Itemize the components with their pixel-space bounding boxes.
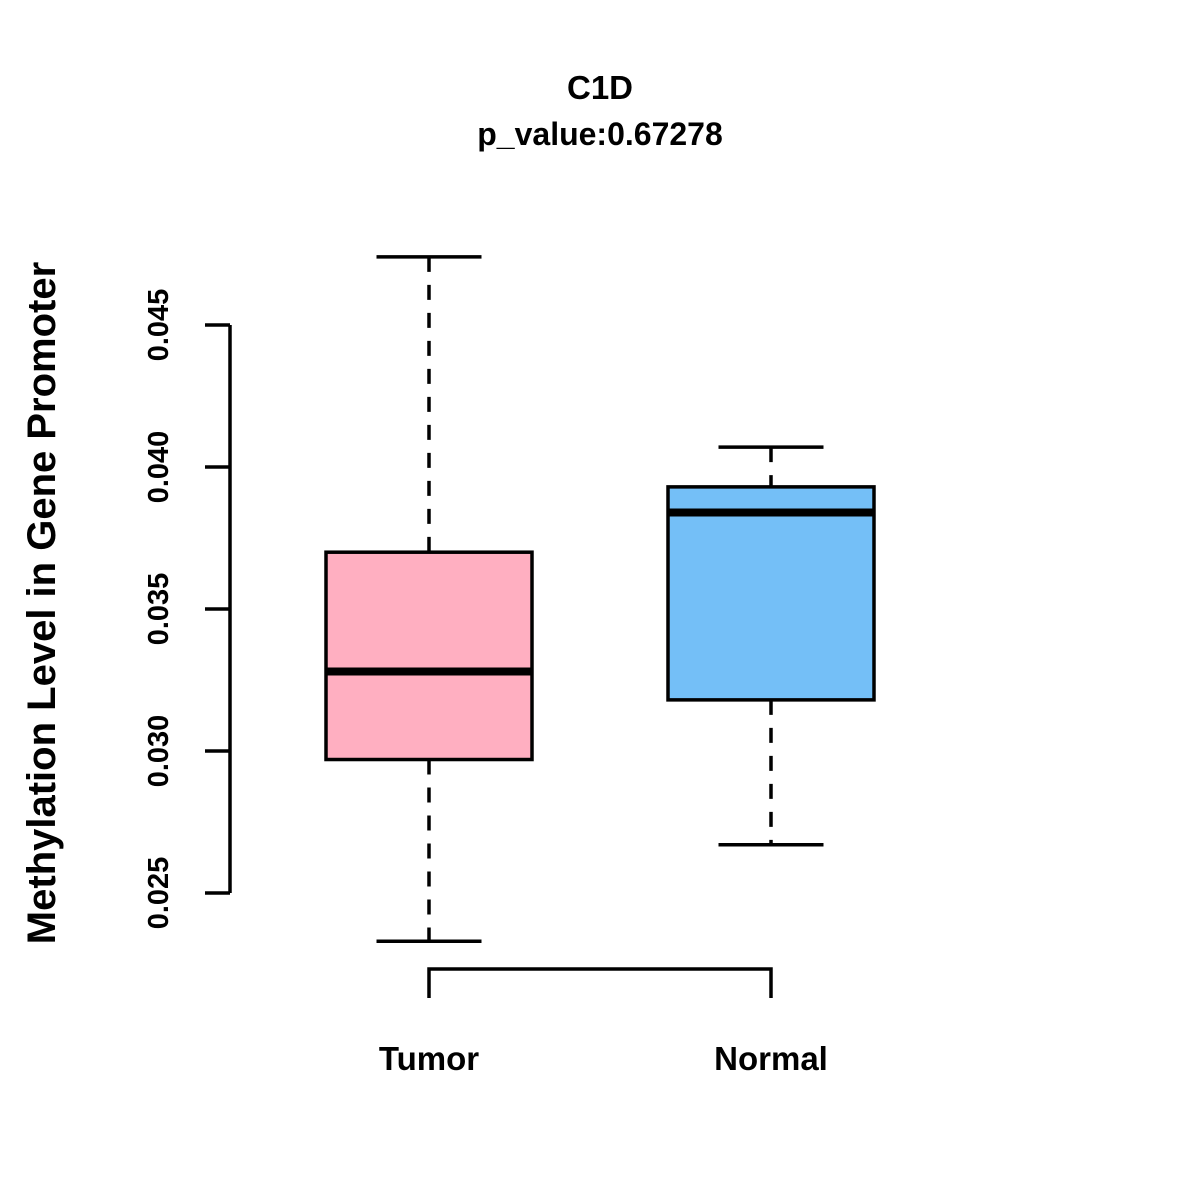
tumor-box [324, 550, 534, 762]
y-axis-tick-label: 0.035 [143, 573, 175, 646]
y-axis-tick-label: 0.040 [143, 431, 175, 504]
category-label-normal: Normal [714, 1040, 828, 1077]
chart-title: C1D [566, 69, 634, 106]
category-label-tumor: Tumor [378, 1040, 480, 1077]
x-axis-bracket [427, 967, 773, 998]
y-axis-tick-label: 0.025 [143, 857, 175, 930]
y-axis-tick-label: 0.030 [143, 715, 175, 788]
y-axis-tick-label: 0.045 [143, 289, 175, 362]
chart-subtitle: p_value:0.67278 [477, 116, 723, 152]
normal-box [666, 485, 876, 702]
